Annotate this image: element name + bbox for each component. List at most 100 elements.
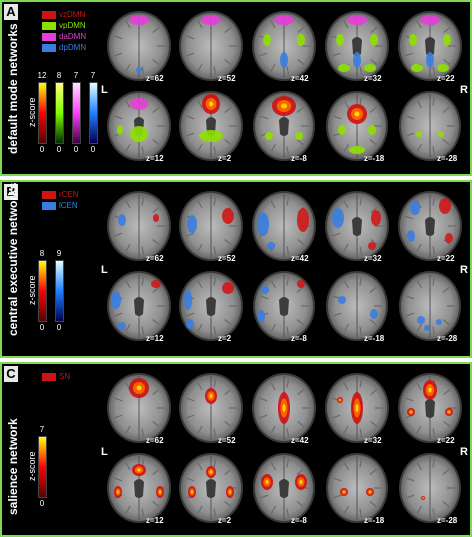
slice-label: z=42 (291, 436, 309, 445)
panel-title: central executive networks (6, 182, 20, 336)
legend-item: daDMN (42, 32, 86, 41)
brain-slice (251, 270, 317, 342)
colorbar-min-label: 0 (90, 145, 96, 154)
legend-label: dpDMN (59, 43, 87, 52)
slice-label: z=32 (364, 254, 382, 263)
right-label: R (460, 84, 468, 96)
panel-central-executive-networks: B central executive networks rCEN lCEN 8 0… (0, 180, 472, 358)
legend-swatch (42, 32, 56, 41)
colorbar-max-label: 8 (39, 249, 45, 258)
legend-label: rCEN (59, 190, 79, 199)
legend-swatch (42, 10, 56, 19)
slice-label: z=-28 (437, 516, 458, 525)
colorbar-max-label: 9 (56, 249, 62, 258)
colorbar-max-label: 7 (90, 71, 96, 80)
zscore-label: z-score (27, 97, 37, 127)
slice-label: z=42 (291, 74, 309, 83)
slice-label: z=-18 (364, 516, 385, 525)
slice-label: z=22 (437, 436, 455, 445)
slice-label: z=32 (364, 436, 382, 445)
legend-item: rCEN (42, 190, 79, 199)
slice-label: z=-28 (437, 154, 458, 163)
colorbar-min-label: 0 (73, 145, 79, 154)
right-label: R (460, 264, 468, 276)
brain-slice (397, 270, 463, 342)
brain-slice (324, 190, 390, 262)
legend-label: vpDMN (59, 21, 86, 30)
brain-slice (106, 452, 172, 524)
legend-swatch (42, 201, 56, 210)
legend-swatch (42, 372, 56, 381)
colorbar (55, 260, 64, 322)
brain-slice (251, 372, 317, 444)
brain-slice (324, 90, 390, 162)
legend-label: lCEN (59, 201, 78, 210)
brain-slice (251, 452, 317, 524)
slice-label: z=-18 (364, 334, 385, 343)
brain-slice (397, 90, 463, 162)
slice-label: z=22 (437, 254, 455, 263)
colorbar (38, 260, 47, 322)
legend-swatch (42, 43, 56, 52)
slice-label: z=12 (146, 334, 164, 343)
slice-label: z=62 (146, 254, 164, 263)
brain-slice (397, 190, 463, 262)
colorbar-min-label: 0 (56, 323, 62, 332)
colorbar-min-label: 0 (39, 145, 45, 154)
brain-slice (397, 10, 463, 82)
colorbar (72, 82, 81, 144)
brain-slice (324, 372, 390, 444)
slice-label: z=52 (218, 74, 236, 83)
panel-title-container: central executive networks (5, 183, 21, 350)
slice-label: z=62 (146, 436, 164, 445)
panel-salience-network: C salience network SN 7 0 z-score z=62 z=… (0, 362, 472, 537)
panel-title-container: default mode networks (5, 18, 21, 168)
left-label: L (101, 84, 108, 96)
legend-label: vzDMN (59, 10, 86, 19)
panel-letter: B (4, 184, 18, 200)
panel-title: default mode networks (6, 23, 20, 154)
legend-item: vzDMN (42, 10, 85, 19)
panel-letter: C (4, 366, 18, 382)
colorbar-min-label: 0 (39, 323, 45, 332)
colorbar-max-label: 8 (56, 71, 62, 80)
brain-slice (251, 90, 317, 162)
brain-slice (178, 270, 244, 342)
panel-letter: A (4, 4, 18, 20)
legend-label: daDMN (59, 32, 87, 41)
legend-item: vpDMN (42, 21, 86, 30)
brain-slice (397, 372, 463, 444)
colorbar (38, 82, 47, 144)
right-label: R (460, 446, 468, 458)
brain-slice (251, 10, 317, 82)
slice-label: z=2 (218, 516, 232, 525)
brain-slice (106, 190, 172, 262)
zscore-label: z-score (27, 451, 37, 481)
legend-item: SN (42, 372, 70, 381)
left-label: L (101, 446, 108, 458)
brain-slice (251, 190, 317, 262)
slice-label: z=2 (218, 154, 232, 163)
legend-swatch (42, 21, 56, 30)
slice-label: z=62 (146, 74, 164, 83)
brain-slice (324, 10, 390, 82)
slice-label: z=-28 (437, 334, 458, 343)
brain-slice (106, 372, 172, 444)
colorbar-max-label: 7 (39, 425, 45, 434)
legend-item: lCEN (42, 201, 78, 210)
colorbar (55, 82, 64, 144)
colorbar-min-label: 0 (56, 145, 62, 154)
slice-label: z=-18 (364, 154, 385, 163)
brain-slice (324, 270, 390, 342)
slice-label: z=42 (291, 254, 309, 263)
slice-label: z=-8 (291, 516, 307, 525)
panel-default-mode-networks: A default mode networks vzDMN vpDMN daDMN d… (0, 0, 472, 176)
brain-slice (397, 452, 463, 524)
slice-label: z=52 (218, 254, 236, 263)
colorbar-max-label: 7 (73, 71, 79, 80)
brain-slice (106, 270, 172, 342)
left-label: L (101, 264, 108, 276)
colorbar-max-label: 12 (37, 71, 47, 80)
panel-title: salience network (6, 418, 20, 515)
slice-label: z=22 (437, 74, 455, 83)
